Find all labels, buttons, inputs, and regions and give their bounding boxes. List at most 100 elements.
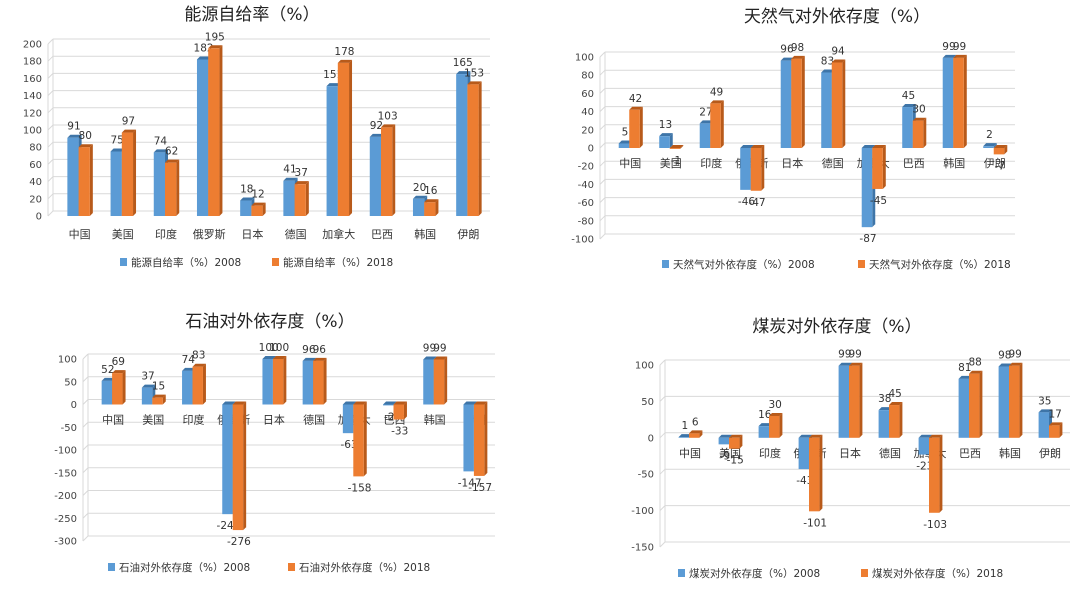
bar-top-2018	[809, 434, 823, 438]
gridline-depth	[599, 233, 606, 240]
bar-top-2008	[222, 401, 236, 405]
bar-top-2018	[969, 370, 983, 374]
data-label: 91	[67, 121, 80, 133]
bar-2018	[165, 162, 177, 216]
bar-2008	[153, 152, 165, 216]
data-label: 6	[692, 416, 699, 428]
data-label: 99	[423, 342, 436, 354]
bar-top-2008	[456, 71, 471, 75]
bar-2018	[953, 57, 964, 148]
bar-top-2008	[153, 149, 168, 153]
bar-side-2018	[392, 124, 396, 216]
bar-side-2018	[899, 402, 903, 438]
bar-top-2008	[302, 357, 317, 361]
bar-top-2008	[1038, 409, 1052, 413]
data-label: -87	[859, 233, 876, 245]
bar-2008	[942, 57, 954, 148]
y-tick-label: -100	[571, 235, 594, 246]
data-label: 52	[101, 364, 114, 376]
bar-2018	[112, 373, 123, 405]
y-tick-label: 0	[36, 212, 42, 223]
bar-top-2008	[240, 197, 255, 201]
gridline-depth	[47, 159, 54, 165]
gridline-depth	[599, 160, 606, 167]
bar-2018	[769, 415, 780, 438]
gridline-depth	[82, 512, 89, 519]
category-label: 巴西	[959, 447, 981, 460]
y-tick-label: -50	[61, 423, 77, 434]
bar-side-2018	[122, 370, 126, 405]
data-label: 99	[942, 41, 955, 53]
bar-2008	[456, 74, 468, 216]
bar-top-2018	[272, 356, 287, 359]
gridline-depth	[47, 141, 54, 148]
bar-top-2018	[467, 81, 482, 85]
legend-label: 能源自给率（%）2008	[131, 256, 241, 269]
data-label: 99	[953, 41, 966, 53]
category-label: 美国	[660, 157, 682, 170]
gridline-depth	[659, 359, 666, 366]
bar-2018	[929, 437, 940, 513]
bar-2008	[302, 360, 314, 405]
data-label: 94	[831, 45, 845, 57]
bar-2018	[192, 366, 203, 405]
bar-2008	[222, 404, 233, 515]
data-label: 30	[769, 399, 782, 411]
bar-side-2018	[939, 434, 943, 513]
gridline-depth	[82, 535, 89, 542]
gridline-depth	[47, 73, 54, 79]
data-label: 16	[758, 409, 772, 421]
bar-top-2018	[112, 370, 126, 374]
bar-2008	[902, 107, 913, 148]
category-label: 俄罗斯	[193, 228, 226, 241]
bar-side-2018	[680, 145, 684, 149]
legend-label: 煤炭对外依存度（%）2018	[872, 567, 1003, 580]
gridline-depth	[599, 215, 606, 222]
bar-top-2018	[152, 394, 166, 398]
legend-label: 天然气对外依存度（%）2008	[673, 258, 815, 271]
gridline-depth	[47, 107, 54, 114]
data-label: -147	[458, 477, 482, 489]
data-label: 37	[295, 167, 308, 179]
y-tick-label: 120	[23, 108, 42, 119]
bar-top-2008	[958, 375, 972, 379]
bar-top-2008	[740, 145, 754, 148]
bar-side-2018	[243, 401, 247, 531]
category-label: 印度	[700, 156, 722, 170]
data-label: -15	[727, 455, 744, 467]
bar-top-2018	[208, 45, 223, 49]
chart-title: 天然气对外依存度（%）	[744, 7, 930, 27]
bar-top-2018	[953, 54, 967, 58]
chart-svg: 天然气对外依存度（%） -100 -80 -60 -40 -20 0 20 40 60 80 100 中…	[571, 7, 1015, 271]
data-label: 12	[251, 189, 264, 201]
bar-2018	[1009, 365, 1020, 438]
gridline-depth	[659, 541, 666, 548]
chart-svg: 石油对外依存度（%） -300 -250 -200 -150 -100 -50 0 50 100 中…	[54, 312, 495, 574]
bar-top-2018	[353, 401, 367, 405]
bar-2018	[232, 404, 244, 531]
data-label: 2	[986, 129, 993, 141]
legend-swatch-2018	[272, 258, 279, 266]
category-label: 德国	[822, 156, 844, 170]
bar-side-2018	[444, 356, 448, 405]
energy-self-sufficiency-chart: 能源自给率（%） 0 20 40 60 80 100 120 140 160 180 200 中国 91 8…	[0, 0, 540, 294]
bar-2018	[710, 103, 721, 148]
bar-top-2018	[831, 59, 846, 63]
gridline-depth	[47, 124, 54, 131]
gridline-depth	[82, 376, 89, 383]
bar-2008	[412, 198, 425, 216]
gridline-depth	[599, 106, 606, 112]
y-tick-label: 100	[23, 126, 42, 137]
bar-top-2018	[669, 145, 684, 148]
bar-side-2018	[639, 106, 643, 148]
bar-side-2018	[779, 412, 783, 438]
bar-side-2008	[993, 143, 997, 148]
bar-top-2008	[798, 434, 812, 438]
y-tick-label: -50	[638, 470, 654, 481]
bar-2008	[699, 123, 711, 148]
bar-2008	[918, 437, 929, 455]
bar-2018	[629, 109, 640, 148]
bar-2018	[669, 148, 681, 149]
bar-top-2008	[902, 104, 916, 108]
data-label: 83	[192, 350, 205, 362]
